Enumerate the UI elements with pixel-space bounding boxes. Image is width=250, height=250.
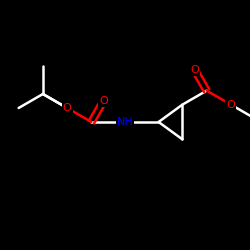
Text: O: O — [190, 65, 199, 75]
Text: O: O — [99, 96, 108, 106]
Text: O: O — [226, 100, 235, 110]
Text: O: O — [63, 103, 72, 113]
Text: NH: NH — [116, 117, 134, 127]
